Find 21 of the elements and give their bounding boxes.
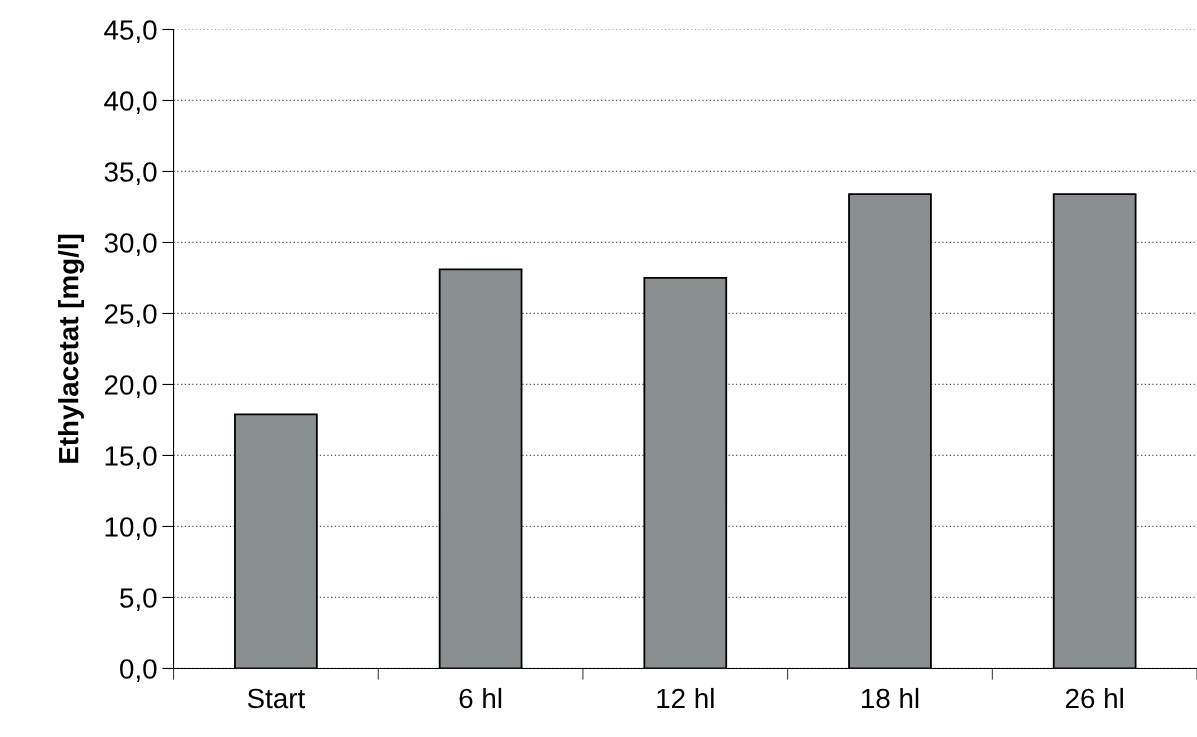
- y-axis-title: Ethylacetat [mg/l]: [58, 234, 85, 463]
- y-tick-label: 25,0: [104, 304, 157, 328]
- y-tick-label: 15,0: [105, 446, 157, 470]
- y-tick-label: 5,0: [120, 588, 157, 612]
- y-tick-label: 0,0: [120, 659, 157, 683]
- x-tick-label: 6 hl: [459, 687, 502, 709]
- x-tick-label: 18 hl: [861, 687, 919, 709]
- y-tick-label: 45,0: [104, 20, 157, 44]
- y-tick-label: 40,0: [104, 91, 157, 115]
- bar: [1052, 193, 1137, 669]
- x-tick-label: 12 hl: [657, 687, 714, 709]
- bar: [438, 268, 523, 669]
- y-tick-label: 10,0: [105, 517, 157, 541]
- y-tick-label: 20,0: [104, 375, 157, 399]
- bar: [643, 277, 728, 669]
- y-tick-label: 30,0: [104, 233, 157, 257]
- bar: [848, 193, 932, 669]
- x-tick-label: 26 hl: [1065, 687, 1123, 709]
- x-tick-label: Start: [247, 688, 306, 709]
- bar: [234, 413, 318, 669]
- y-tick-label: 35,0: [104, 162, 157, 186]
